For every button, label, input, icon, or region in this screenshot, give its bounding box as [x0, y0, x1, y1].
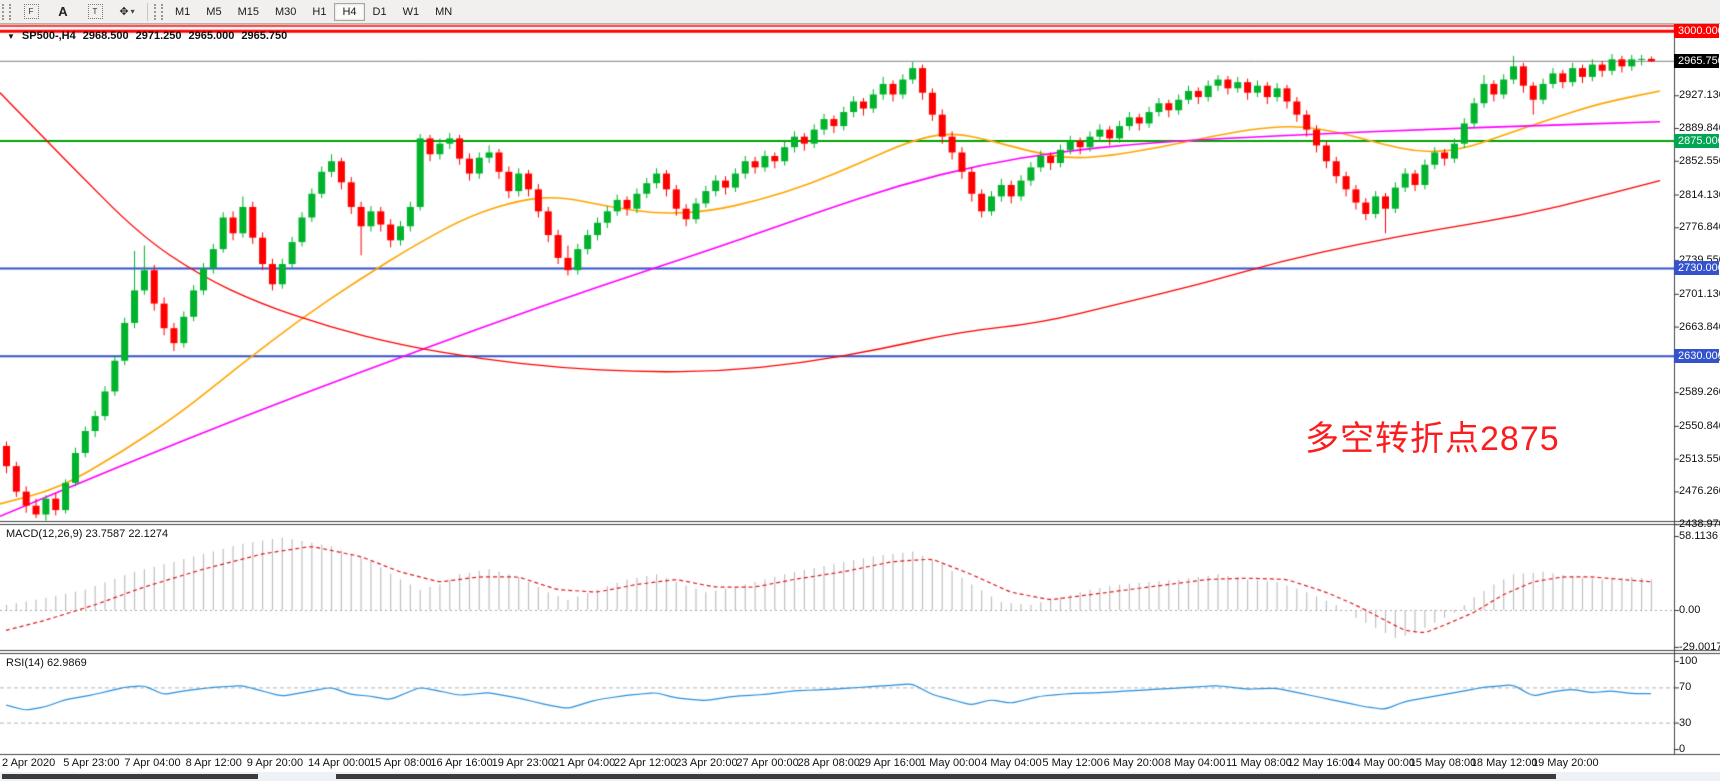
price-badge: 3000.000: [1674, 24, 1720, 39]
date-tick: 1 May 00:00: [920, 757, 981, 769]
rsi-tick: 70: [1679, 681, 1692, 694]
rsi-tick: 30: [1679, 716, 1692, 729]
price-badge: 2730.000: [1674, 261, 1720, 276]
timeframe-button-mn[interactable]: MN: [435, 5, 453, 18]
date-tick: 16 Apr 16:00: [430, 757, 493, 769]
timeframe-button-m15[interactable]: M15: [237, 5, 259, 18]
scrollbar-thumb[interactable]: [336, 774, 1556, 779]
data-window-icon[interactable]: F: [16, 1, 46, 22]
date-tick: 6 May 20:00: [1103, 757, 1165, 769]
price-tick: 2663.840: [1679, 320, 1720, 333]
price-badge: 2630.000: [1674, 349, 1720, 364]
date-tick: 19 May 20:00: [1532, 757, 1599, 769]
macd-tick: 0.00: [1679, 604, 1701, 616]
date-tick: 27 Apr 00:00: [736, 757, 799, 769]
date-tick: 14 May 00:00: [1348, 757, 1416, 769]
timeframe-bar: M1 M5 M15 M30 H1 H4 D1 W1 MN: [167, 2, 460, 21]
timeframe-button-h1[interactable]: H1: [312, 5, 327, 18]
quote-bar: ▼ SP500-,H4 2968.500 2971.250 2965.000 2…: [7, 30, 287, 42]
price-tick: 2438.970: [1679, 518, 1720, 531]
price-tick: 2852.550: [1679, 154, 1720, 167]
date-tick: 4 May 04:00: [981, 757, 1042, 769]
date-tick: 23 Apr 20:00: [675, 757, 738, 769]
date-tick: 5 May 12:00: [1042, 757, 1103, 769]
price-tick: 2476.260: [1679, 485, 1720, 498]
macd-tick: -29.0017: [1679, 640, 1720, 653]
dropdown-caret-icon[interactable]: ▾: [130, 7, 135, 16]
date-tick: 29 Apr 16:00: [858, 757, 922, 769]
quote-low: 2965.000: [188, 30, 235, 42]
scrollbar-segment-left[interactable]: [2, 774, 258, 779]
date-tick: 8 May 04:00: [1164, 757, 1226, 769]
cursor-tool-icon[interactable]: ✥ ▾: [119, 6, 135, 18]
price-tick: 2513.550: [1679, 452, 1720, 465]
timeframe-button-m1[interactable]: M1: [175, 5, 191, 18]
date-tick: 14 Apr 00:00: [308, 757, 371, 769]
price-tick: 2814.130: [1679, 188, 1720, 201]
price-badge: 2965.750: [1674, 54, 1720, 69]
rsi-tick: 100: [1679, 655, 1698, 667]
date-tick: 9 Apr 20:00: [246, 757, 304, 769]
price-tick: 2550.840: [1679, 419, 1720, 432]
date-tick: 8 Apr 12:00: [185, 757, 242, 769]
timeframe-button-m30[interactable]: M30: [274, 5, 297, 18]
date-tick: 2 Apr 2020: [2, 757, 56, 769]
font-label-icon[interactable]: A: [58, 4, 68, 19]
price-tick: 2701.130: [1679, 287, 1720, 300]
macd-tick: 58.1136: [1679, 530, 1718, 543]
date-tick: 15 Apr 08:00: [369, 757, 432, 769]
price-tick: 2927.130: [1679, 89, 1720, 102]
date-tick: 21 Apr 04:00: [552, 757, 616, 769]
price-tick: 2776.840: [1679, 221, 1720, 234]
price-tick: 2889.840: [1679, 122, 1720, 134]
date-tick: 19 Apr 23:00: [491, 757, 554, 769]
text-tool-icon[interactable]: T: [80, 1, 110, 22]
chart-toolbar: F A T ✥ ▾ M1 M5 M15 M30 H1 H4 D1 W1 MN: [0, 0, 1720, 24]
toolbar-grip-2[interactable]: [154, 3, 163, 20]
horizontal-scrollbar[interactable]: [0, 772, 1720, 781]
quote-high: 2971.250: [135, 30, 182, 42]
date-tick: 18 May 12:00: [1470, 757, 1538, 769]
toolbar-grip[interactable]: [2, 3, 11, 20]
date-tick: 22 Apr 12:00: [614, 757, 677, 769]
macd-label: MACD(12,26,9) 23.7587 22.1274: [6, 528, 169, 540]
date-tick: 28 Apr 08:00: [797, 757, 860, 769]
toolbar-separator: [147, 2, 148, 21]
symbol-dropdown-icon[interactable]: ▼: [7, 31, 15, 41]
quote-open: 2968.500: [82, 30, 129, 42]
quote-close: 2965.750: [241, 30, 288, 42]
timeframe-button-d1[interactable]: D1: [372, 5, 387, 18]
date-tick: 5 Apr 23:00: [63, 757, 120, 769]
date-tick: 7 Apr 04:00: [124, 757, 181, 769]
price-tick: 2589.260: [1679, 386, 1720, 399]
rsi-label: RSI(14) 62.9869: [6, 657, 87, 669]
date-tick: 15 May 08:00: [1409, 757, 1477, 769]
symbol-name: SP500-,H4: [21, 30, 76, 42]
chart-annotation-text: 多空转折点2875: [1305, 420, 1560, 458]
date-tick: 12 May 16:00: [1287, 757, 1354, 769]
date-tick: 11 May 08:00: [1226, 757, 1292, 769]
timeframe-button-h4[interactable]: H4: [334, 2, 365, 21]
price-badge: 2875.000: [1674, 134, 1720, 149]
timeframe-button-m5[interactable]: M5: [206, 5, 222, 18]
rsi-tick: 0: [1679, 743, 1686, 755]
timeframe-button-w1[interactable]: W1: [402, 5, 420, 18]
